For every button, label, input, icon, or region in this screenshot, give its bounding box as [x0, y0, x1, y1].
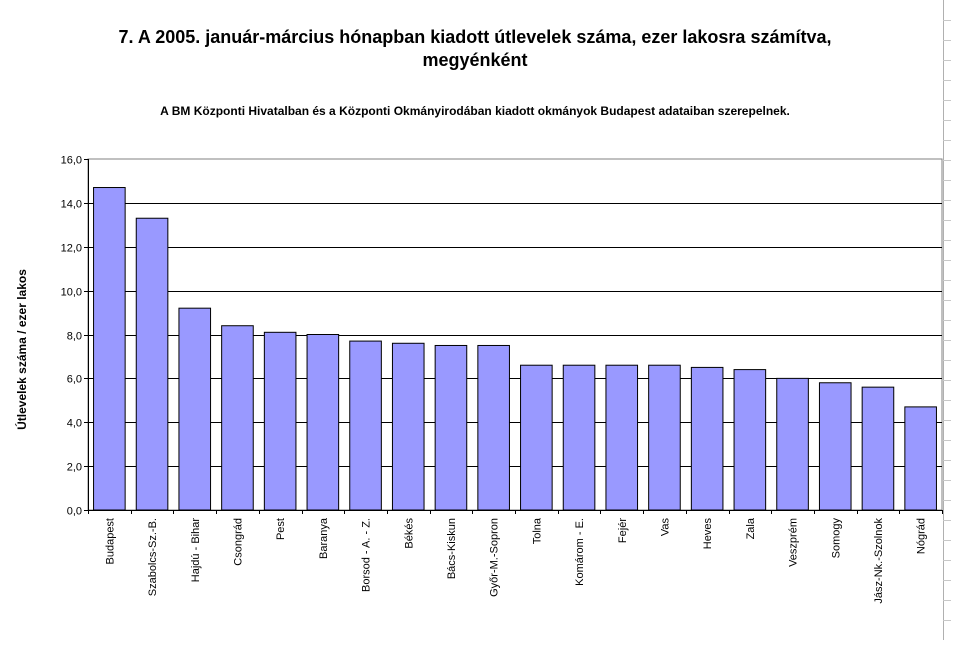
bar-7	[391, 342, 425, 511]
x-tick-label: Tolna	[531, 517, 543, 544]
x-tick-label: Bács-Kiskun	[446, 518, 458, 579]
chart-title-line2: megyénként	[422, 50, 528, 70]
x-tick-label: Zala	[745, 517, 757, 539]
y-tick-label: 4,0	[67, 418, 82, 430]
bar-8	[434, 344, 468, 511]
bar-4	[263, 331, 297, 511]
bar-11	[562, 364, 596, 511]
y-tick-label: 12,0	[61, 243, 82, 255]
x-tick-label: Jász-Nk.-Szolnok	[873, 518, 885, 604]
y-tick-label: 16,0	[61, 155, 82, 167]
axes	[84, 159, 943, 514]
x-tick-label: Heves	[702, 518, 714, 550]
bar-1	[135, 217, 169, 511]
bar-12	[605, 364, 639, 511]
bar-3	[221, 325, 254, 511]
x-tick-label: Fejér	[617, 518, 629, 543]
plot-area	[87, 158, 943, 511]
bar-5	[306, 334, 340, 511]
bar-16	[776, 377, 809, 511]
bar-6	[349, 340, 382, 511]
x-tick-label: Szabolcs-Sz.-B.	[147, 518, 159, 596]
right-edge-strip	[943, 0, 961, 640]
gridlines	[87, 158, 943, 511]
x-tick-label: Győr-M.-Sopron	[489, 518, 501, 597]
y-tick-label: 14,0	[61, 199, 82, 211]
y-tick-label: 6,0	[67, 374, 82, 386]
chart-title: 7. A 2005. január-március hónapban kiado…	[60, 26, 890, 72]
x-tick-label: Csongrád	[232, 518, 244, 566]
bar-0	[93, 187, 126, 511]
x-tick-label: Komárom - E.	[574, 518, 586, 586]
y-axis-label: Útlevelek száma / ezer lakos	[14, 269, 29, 430]
x-tick-label: Baranya	[318, 517, 330, 559]
y-tick-label: 8,0	[67, 331, 82, 343]
bar-15	[733, 369, 767, 511]
chart-subtitle: A BM Központi Hivatalban és a Központi O…	[160, 104, 790, 118]
x-tick-label: Békés	[403, 518, 415, 549]
x-tick-label: Budapest	[104, 518, 116, 564]
x-tick-label: Somogy	[830, 518, 842, 559]
bar-19	[904, 406, 937, 511]
bar-14	[690, 366, 724, 511]
bar-2	[178, 307, 212, 511]
bar-18	[861, 386, 895, 511]
bar-13	[648, 364, 681, 511]
bars	[93, 187, 937, 511]
tick-labels: 0,0 2,0 4,0 6,0 8,0 10,0 12,0 14,0 16,0 Budapest S…	[61, 155, 928, 604]
x-tick-label: Borsod - A. - Z.	[361, 518, 373, 592]
bar-9	[477, 344, 510, 511]
x-tick-label: Vas	[659, 518, 671, 537]
x-tick-label: Nógrád	[916, 518, 928, 554]
chart-title-line1: 7. A 2005. január-március hónapban kiado…	[118, 27, 832, 47]
y-tick-label: 10,0	[61, 287, 82, 299]
y-tick-label: 2,0	[67, 462, 82, 474]
y-tick-label: 0,0	[67, 506, 82, 518]
x-tick-label: Hajdú - Bihar	[190, 518, 202, 583]
x-tick-label: Pest	[275, 518, 287, 540]
bar-17	[818, 382, 852, 511]
x-tick-label: Veszprém	[788, 518, 800, 567]
bar-10	[520, 364, 553, 511]
